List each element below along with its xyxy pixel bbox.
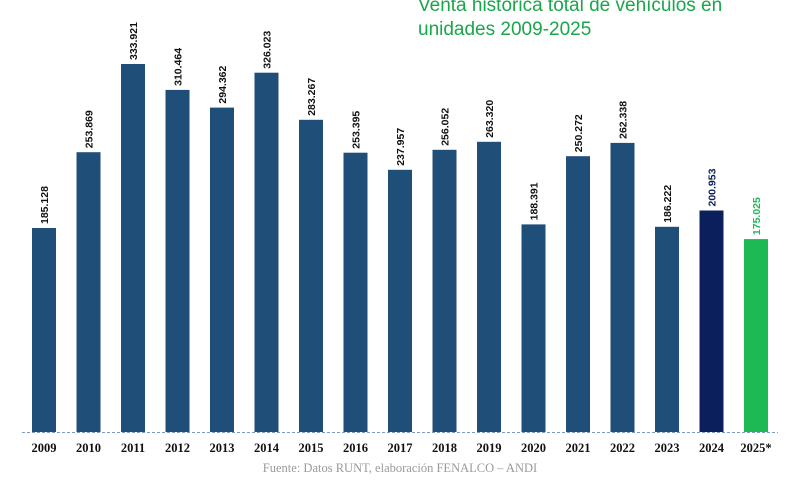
value-label-2024: 200.953	[707, 168, 719, 206]
bar-2011	[121, 64, 145, 432]
value-label-2010: 253.869	[84, 110, 96, 148]
bar-2024	[699, 210, 724, 432]
bar-2012	[165, 89, 190, 433]
tick-label-2024: 2024	[699, 441, 725, 455]
value-label-2022: 262.338	[618, 101, 630, 139]
bar-2023	[655, 226, 679, 432]
value-label-2015: 283.267	[306, 78, 318, 116]
bar-2015	[299, 119, 323, 433]
source-note: Fuente: Datos RUNT, elaboración FENALCO …	[262, 461, 538, 475]
value-label-2025: 175.025	[751, 197, 763, 235]
value-label-2014: 326.023	[262, 31, 274, 69]
tick-label-2009: 2009	[32, 441, 57, 455]
tick-label-2011: 2011	[121, 441, 145, 455]
bar-2017	[388, 169, 412, 433]
tick-label-2017: 2017	[388, 441, 413, 455]
tick-label-2023: 2023	[655, 441, 680, 455]
value-label-2020: 188.391	[529, 182, 541, 220]
tick-label-2016: 2016	[343, 441, 368, 455]
tick-label-2018: 2018	[432, 441, 457, 455]
value-label-2023: 186.222	[662, 185, 674, 223]
value-label-2009: 185.128	[39, 186, 51, 224]
value-label-2021: 250.272	[573, 114, 585, 152]
tick-label-2022: 2022	[610, 441, 635, 455]
chart-title: Venta histórica total de vehículos en un…	[418, 0, 798, 42]
bar-2018	[432, 149, 457, 433]
value-label-2013: 294.362	[217, 65, 229, 103]
tick-label-2014: 2014	[254, 441, 280, 455]
value-label-2012: 310.464	[173, 48, 185, 86]
bar-2020	[521, 224, 546, 432]
tick-label-2013: 2013	[210, 441, 235, 455]
tick-label-2019: 2019	[477, 441, 502, 455]
tick-label-2015: 2015	[299, 441, 324, 455]
value-label-2018: 256.052	[440, 108, 452, 146]
value-label-2016: 253.395	[351, 111, 363, 149]
tick-label-2021: 2021	[566, 441, 591, 455]
chart-title-line-1: Venta histórica total de vehículos en	[418, 0, 723, 16]
tick-label-2010: 2010	[76, 441, 101, 455]
value-label-2011: 333.921	[128, 22, 140, 60]
bar-2019	[477, 141, 501, 433]
bar-2010	[76, 152, 101, 432]
bar-2014	[254, 72, 279, 432]
bar-2021	[566, 156, 590, 432]
bar-2013	[210, 107, 234, 432]
bar-2009	[32, 228, 56, 432]
value-label-2019: 263.320	[484, 100, 496, 138]
bar-2025	[744, 239, 768, 432]
chart-title-line-2: unidades 2009-2025	[418, 19, 592, 40]
tick-label-2025: 2025*	[740, 441, 771, 455]
tick-label-2020: 2020	[521, 441, 546, 455]
bar-2016	[343, 152, 368, 432]
tick-label-2012: 2012	[165, 441, 190, 455]
bar-2022	[610, 142, 635, 432]
value-label-2017: 237.957	[395, 128, 407, 166]
